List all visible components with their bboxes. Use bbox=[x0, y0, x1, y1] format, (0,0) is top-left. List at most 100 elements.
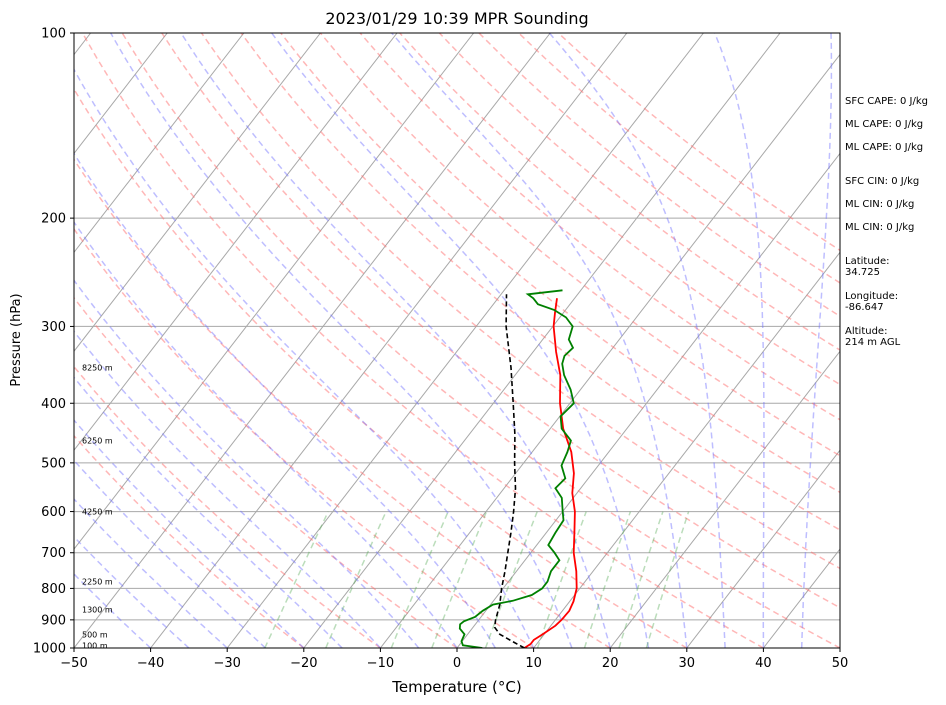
dewpoint-profile bbox=[458, 289, 575, 648]
side-info-text: ML CAPE: 0 J/kg bbox=[845, 142, 923, 153]
side-info-text: -86.647 bbox=[845, 302, 884, 313]
moist-adiabat-line bbox=[74, 459, 266, 648]
dry-adiabat-line bbox=[200, 33, 840, 570]
moist-adiabat-line bbox=[714, 33, 765, 648]
background-reference-lines bbox=[74, 33, 840, 648]
moist-adiabat-line bbox=[74, 497, 228, 648]
dry-adiabat-line bbox=[399, 33, 840, 386]
isotherm-line bbox=[74, 33, 551, 648]
mixing-ratio-line bbox=[325, 511, 387, 648]
parcel-profile bbox=[493, 294, 525, 648]
moist-adiabat-line bbox=[548, 33, 726, 648]
dry-adiabat-line bbox=[74, 227, 535, 648]
height-label: 500 m bbox=[82, 630, 108, 639]
height-label: 4250 m bbox=[82, 508, 113, 517]
dry-adiabat-line bbox=[161, 33, 840, 609]
moist-adiabat-line bbox=[110, 33, 573, 648]
mixing-ratio-line bbox=[645, 511, 690, 648]
y-tick-label: 300 bbox=[41, 320, 66, 335]
x-tick-label: 40 bbox=[755, 656, 772, 671]
x-tick-label: −50 bbox=[60, 656, 87, 671]
height-label: 100 m bbox=[82, 641, 108, 650]
side-info-text: 34.725 bbox=[845, 267, 880, 278]
plot-frame bbox=[73, 32, 841, 649]
side-info-text: SFC CIN: 0 J/kg bbox=[845, 176, 919, 187]
side-info-text: 214 m AGL bbox=[845, 337, 901, 348]
dry-adiabat-line bbox=[74, 87, 688, 648]
moist-adiabat-line bbox=[74, 220, 458, 648]
moist-adiabat-line bbox=[271, 33, 650, 648]
y-tick-label: 900 bbox=[41, 613, 66, 628]
isotherm-line bbox=[380, 53, 840, 648]
y-tick-label: 700 bbox=[41, 546, 66, 561]
x-tick-label: −40 bbox=[137, 656, 164, 671]
moist-adiabat-line bbox=[391, 33, 688, 648]
mixing-ratio-line bbox=[618, 511, 664, 648]
isotherm-line bbox=[74, 33, 398, 451]
y-tick-label: 200 bbox=[41, 212, 66, 227]
moist-adiabat-line bbox=[74, 152, 496, 648]
height-label: 6250 m bbox=[82, 437, 113, 446]
chart-title: 2023/01/29 10:39 MPR Sounding bbox=[325, 9, 588, 28]
side-info-text: ML CIN: 0 J/kg bbox=[845, 222, 914, 233]
x-tick-label: −20 bbox=[290, 656, 317, 671]
moist-adiabat-line bbox=[74, 376, 343, 648]
side-info-panel: SFC CAPE: 0 J/kg ML CAPE: 0 J/kg ML CAPE: … bbox=[845, 96, 928, 348]
dry-adiabat-line bbox=[121, 33, 840, 648]
isotherm-line bbox=[303, 33, 781, 648]
isotherm-line bbox=[74, 33, 321, 353]
side-info-text: Longitude: bbox=[845, 291, 898, 302]
dry-adiabat-line bbox=[280, 33, 840, 494]
isotherm-line bbox=[533, 251, 840, 648]
temperature-profile bbox=[523, 298, 578, 648]
dry-adiabat-line bbox=[438, 33, 840, 351]
sounding-profiles bbox=[458, 289, 578, 648]
side-info-text: Latitude: bbox=[845, 256, 890, 267]
dry-adiabat-line bbox=[359, 33, 840, 421]
y-tick-label: 100 bbox=[41, 27, 66, 42]
isotherm-line bbox=[74, 33, 168, 155]
dry-adiabat-line bbox=[240, 33, 840, 531]
y-tick-label: 500 bbox=[41, 456, 66, 471]
isotherm-line bbox=[456, 152, 840, 648]
isotherm-line bbox=[686, 449, 840, 648]
isotherm-line bbox=[226, 33, 704, 648]
mixing-ratio-line bbox=[264, 511, 329, 648]
x-tick-label: 10 bbox=[525, 656, 542, 671]
x-tick-label: 0 bbox=[453, 656, 461, 671]
x-tick-label: 20 bbox=[602, 656, 619, 671]
x-axis-label: Temperature (°C) bbox=[391, 678, 521, 696]
x-tick-label: −30 bbox=[213, 656, 240, 671]
mixing-ratio-line bbox=[583, 511, 632, 648]
isotherm-line bbox=[150, 33, 628, 648]
x-tick-label: −10 bbox=[367, 656, 394, 671]
axis-ticks: −50 −40 −30 −20 −10 0 10 20 30 40 50 100 200 300 400 50… bbox=[33, 27, 848, 672]
side-info-text: ML CAPE: 0 J/kg bbox=[845, 119, 923, 130]
mixing-ratio-line bbox=[484, 511, 538, 648]
moist-adiabat-line bbox=[74, 535, 190, 648]
moist-adiabat-line bbox=[74, 419, 305, 648]
side-info-text: ML CIN: 0 J/kg bbox=[845, 199, 914, 210]
dry-adiabat-line bbox=[81, 33, 764, 648]
moist-adiabat-line bbox=[74, 572, 152, 648]
moist-adiabat-line bbox=[74, 279, 420, 648]
dry-adiabat-line bbox=[74, 434, 305, 648]
x-tick-label: 30 bbox=[679, 656, 696, 671]
y-tick-label: 400 bbox=[41, 397, 66, 412]
height-label: 8250 m bbox=[82, 364, 113, 373]
y-tick-label: 600 bbox=[41, 505, 66, 520]
moist-adiabat-line bbox=[74, 330, 381, 648]
dry-adiabat-line bbox=[74, 365, 381, 648]
dry-adiabat-line bbox=[74, 158, 611, 648]
y-tick-label: 1000 bbox=[33, 642, 66, 657]
moist-adiabat-line bbox=[74, 68, 535, 648]
moist-adiabat-line bbox=[180, 33, 611, 648]
y-tick-label: 800 bbox=[41, 582, 66, 597]
mixing-ratio-line bbox=[390, 511, 449, 648]
dry-adiabat-line bbox=[74, 296, 458, 648]
isotherm-line bbox=[609, 350, 840, 648]
side-info-text: SFC CAPE: 0 J/kg bbox=[845, 96, 928, 107]
height-labels: 8250 m 6250 m 4250 m 2250 m 1300 m 500 m 100 m bbox=[82, 364, 113, 651]
x-tick-label: 50 bbox=[832, 656, 849, 671]
